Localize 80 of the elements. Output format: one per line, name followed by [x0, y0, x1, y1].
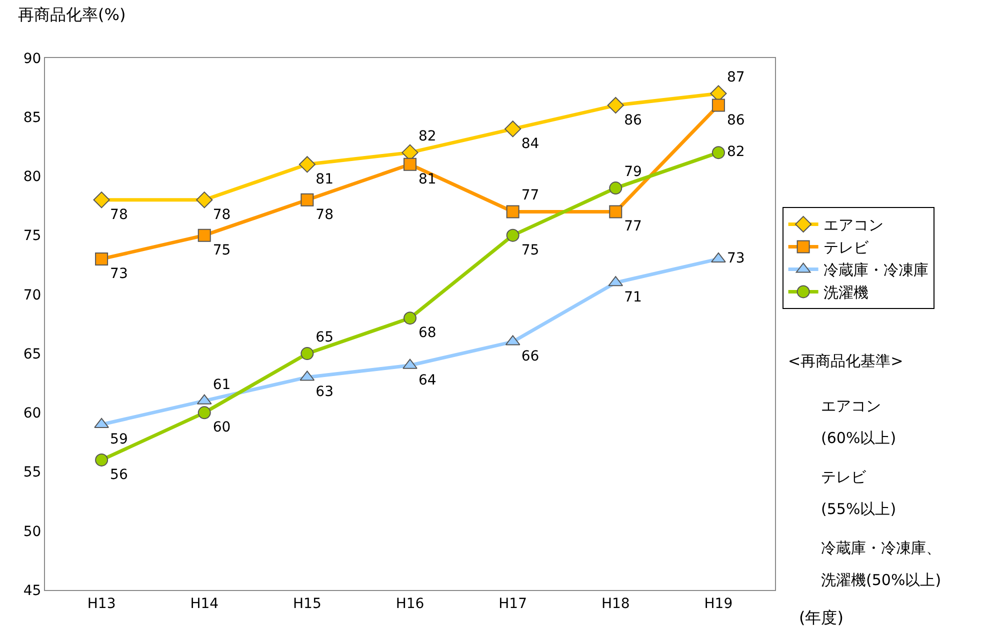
point	[196, 192, 213, 208]
data-label: 82	[418, 128, 436, 145]
point	[504, 120, 522, 138]
point	[300, 347, 314, 360]
x-tick-label: H15	[293, 596, 322, 612]
point	[93, 192, 110, 208]
data-label: 84	[521, 136, 540, 152]
point	[95, 252, 108, 266]
data-label: 60	[212, 420, 231, 436]
data-label: 73	[110, 266, 128, 282]
text: <再商品化基準>	[788, 352, 904, 370]
x-tick-label: H17	[498, 596, 527, 612]
y-tick-label: 45	[23, 582, 42, 599]
point	[712, 98, 725, 112]
data-label: 82	[726, 144, 745, 160]
data-label: 71	[624, 290, 642, 306]
text: 冷蔵庫・冷凍庫、	[821, 539, 941, 557]
data-label: 73	[726, 250, 745, 266]
point	[300, 193, 314, 206]
data-label: 61	[212, 376, 231, 393]
y-tick-label: 65	[23, 346, 42, 362]
point	[607, 96, 624, 114]
data-label: 79	[624, 164, 642, 180]
x-tick-label: H19	[704, 596, 733, 612]
data-label: 77	[624, 218, 642, 235]
y-tick-label: 75	[23, 228, 42, 244]
legend-label: エアコン	[823, 216, 884, 234]
point	[198, 406, 211, 420]
point	[609, 205, 622, 218]
text: テレビ	[821, 468, 867, 486]
x-tick-label: H18	[601, 596, 630, 612]
data-label: 68	[418, 325, 436, 342]
point	[506, 205, 520, 218]
text: (55%以上)	[821, 500, 896, 518]
point	[404, 158, 416, 171]
point	[94, 418, 109, 428]
data-label: 86	[726, 112, 745, 128]
data-label: 87	[726, 69, 745, 86]
point	[298, 156, 316, 173]
x-tick-label: H13	[87, 596, 116, 612]
data-label: 78	[110, 206, 128, 223]
y-tick-label: 90	[23, 50, 42, 67]
point	[198, 228, 211, 242]
point	[404, 312, 416, 325]
text: エアコン	[821, 397, 881, 415]
data-label: 86	[624, 112, 642, 128]
data-label: 64	[418, 372, 436, 388]
y-tick-label: 70	[23, 287, 42, 304]
y-tick-label: 60	[23, 406, 42, 422]
data-label: 56	[110, 466, 128, 483]
data-label: 75	[521, 242, 540, 258]
point	[402, 358, 418, 369]
point	[712, 146, 725, 160]
data-label: 65	[316, 330, 334, 346]
data-label: 78	[316, 206, 334, 223]
point	[711, 252, 726, 262]
y-tick-label: 50	[23, 524, 42, 540]
legend-label: テレビ	[823, 238, 870, 257]
y-tick-label: 55	[23, 464, 42, 481]
data-label: 81	[418, 171, 436, 188]
legend-label: 洗濯機	[823, 284, 868, 302]
x-tick-label: H16	[396, 596, 424, 612]
y-tick-label: 85	[23, 110, 42, 126]
point	[95, 453, 108, 466]
data-label: 63	[316, 384, 334, 400]
point	[609, 182, 622, 195]
y-tick-label: 80	[23, 169, 42, 186]
x-axis-title: (年度)	[799, 608, 844, 627]
legend-label: 冷蔵庫・冷凍庫	[823, 261, 928, 280]
data-label: 78	[212, 206, 231, 223]
data-label: 77	[521, 188, 540, 204]
text: (60%以上)	[821, 429, 896, 447]
data-label: 81	[316, 171, 334, 188]
x-tick-label: H14	[190, 596, 219, 612]
point	[506, 228, 520, 242]
y-axis-title: 再商品化率(%)	[18, 5, 126, 24]
data-label: 75	[212, 242, 231, 258]
text: 洗濯機(50%以上)	[821, 571, 942, 589]
data-label: 66	[521, 348, 540, 365]
data-label: 59	[110, 431, 128, 448]
